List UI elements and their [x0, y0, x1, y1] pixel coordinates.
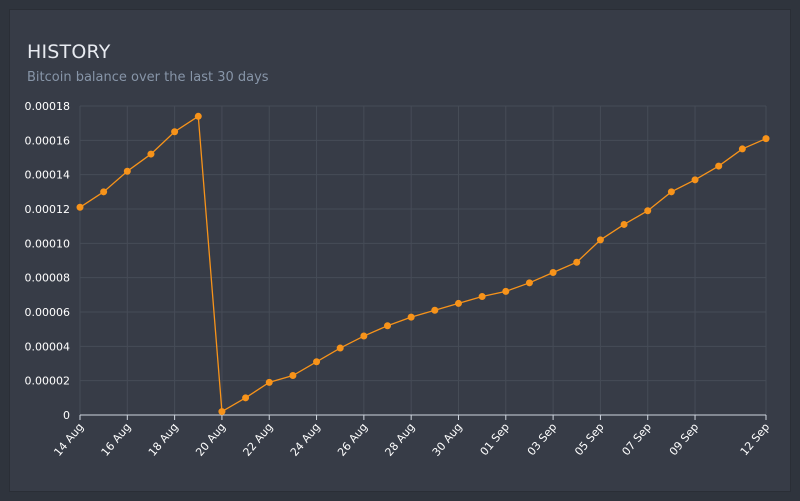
- data-point[interactable]: [171, 128, 179, 136]
- x-tick-label: 14 Aug: [51, 421, 86, 459]
- y-tick-label: 0: [63, 409, 70, 422]
- y-tick-label: 0.00012: [25, 203, 71, 216]
- x-tick-label: 22 Aug: [241, 421, 276, 459]
- y-tick-label: 0.00002: [25, 375, 71, 388]
- y-axis-ticks: 0 0.00002 0.00004 0.00006 0.00008 0.00010 0.00…: [25, 100, 71, 422]
- series-line: [79, 115, 767, 413]
- data-point[interactable]: [76, 203, 84, 211]
- data-point[interactable]: [525, 279, 533, 287]
- data-point[interactable]: [478, 293, 486, 301]
- data-point[interactable]: [100, 188, 108, 196]
- data-point[interactable]: [715, 162, 723, 170]
- x-tick-label: 30 Aug: [430, 421, 465, 459]
- x-tick-label: 01 Sep: [478, 421, 513, 459]
- x-tick-label: 05 Sep: [572, 421, 607, 459]
- data-point[interactable]: [242, 394, 250, 402]
- data-point[interactable]: [289, 372, 297, 380]
- data-point[interactable]: [620, 220, 628, 228]
- x-axis-ticks: 14 Aug 16 Aug 18 Aug 20 Aug 22 Aug 24 Aug 26 A…: [51, 415, 772, 459]
- data-point[interactable]: [147, 150, 155, 158]
- x-tick-label: 07 Sep: [619, 421, 654, 459]
- series-balance: [76, 112, 770, 416]
- grid-lines: [79, 105, 767, 416]
- x-tick-label: 16 Aug: [99, 421, 134, 459]
- x-tick-label: 24 Aug: [288, 421, 323, 459]
- data-point[interactable]: [313, 358, 321, 366]
- chart-subtitle: Bitcoin balance over the last 30 days: [27, 70, 269, 85]
- x-tick-label: 26 Aug: [335, 421, 370, 459]
- data-point[interactable]: [502, 287, 510, 295]
- x-tick-label: 28 Aug: [382, 421, 417, 459]
- data-point[interactable]: [218, 408, 226, 416]
- y-tick-label: 0.00006: [25, 306, 71, 319]
- x-tick-label: 20 Aug: [193, 421, 228, 459]
- data-point[interactable]: [123, 167, 131, 175]
- x-tick-label: 09 Sep: [667, 421, 702, 459]
- chart-title: HISTORY: [27, 41, 111, 63]
- data-point[interactable]: [667, 188, 675, 196]
- data-point[interactable]: [336, 344, 344, 352]
- data-point[interactable]: [360, 332, 368, 340]
- chart-panel: [9, 9, 791, 492]
- x-tick-label: 12 Sep: [738, 421, 773, 459]
- data-point[interactable]: [573, 258, 581, 266]
- y-tick-label: 0.00018: [25, 100, 71, 113]
- y-tick-label: 0.00008: [25, 272, 71, 285]
- x-tick-label: 03 Sep: [525, 421, 560, 459]
- data-point[interactable]: [194, 112, 202, 120]
- data-point[interactable]: [691, 176, 699, 184]
- data-point[interactable]: [549, 269, 557, 277]
- data-point[interactable]: [431, 306, 439, 314]
- y-tick-label: 0.00016: [25, 134, 71, 147]
- y-tick-label: 0.00010: [25, 237, 71, 250]
- data-point[interactable]: [454, 299, 462, 307]
- data-point[interactable]: [738, 145, 746, 153]
- data-point[interactable]: [644, 207, 652, 215]
- data-point[interactable]: [407, 313, 415, 321]
- y-tick-label: 0.00014: [25, 169, 71, 182]
- y-tick-label: 0.00004: [25, 340, 71, 353]
- data-point[interactable]: [762, 135, 770, 143]
- data-point[interactable]: [384, 322, 392, 330]
- data-point[interactable]: [596, 236, 604, 244]
- x-tick-label: 18 Aug: [146, 421, 181, 459]
- data-point[interactable]: [265, 378, 273, 386]
